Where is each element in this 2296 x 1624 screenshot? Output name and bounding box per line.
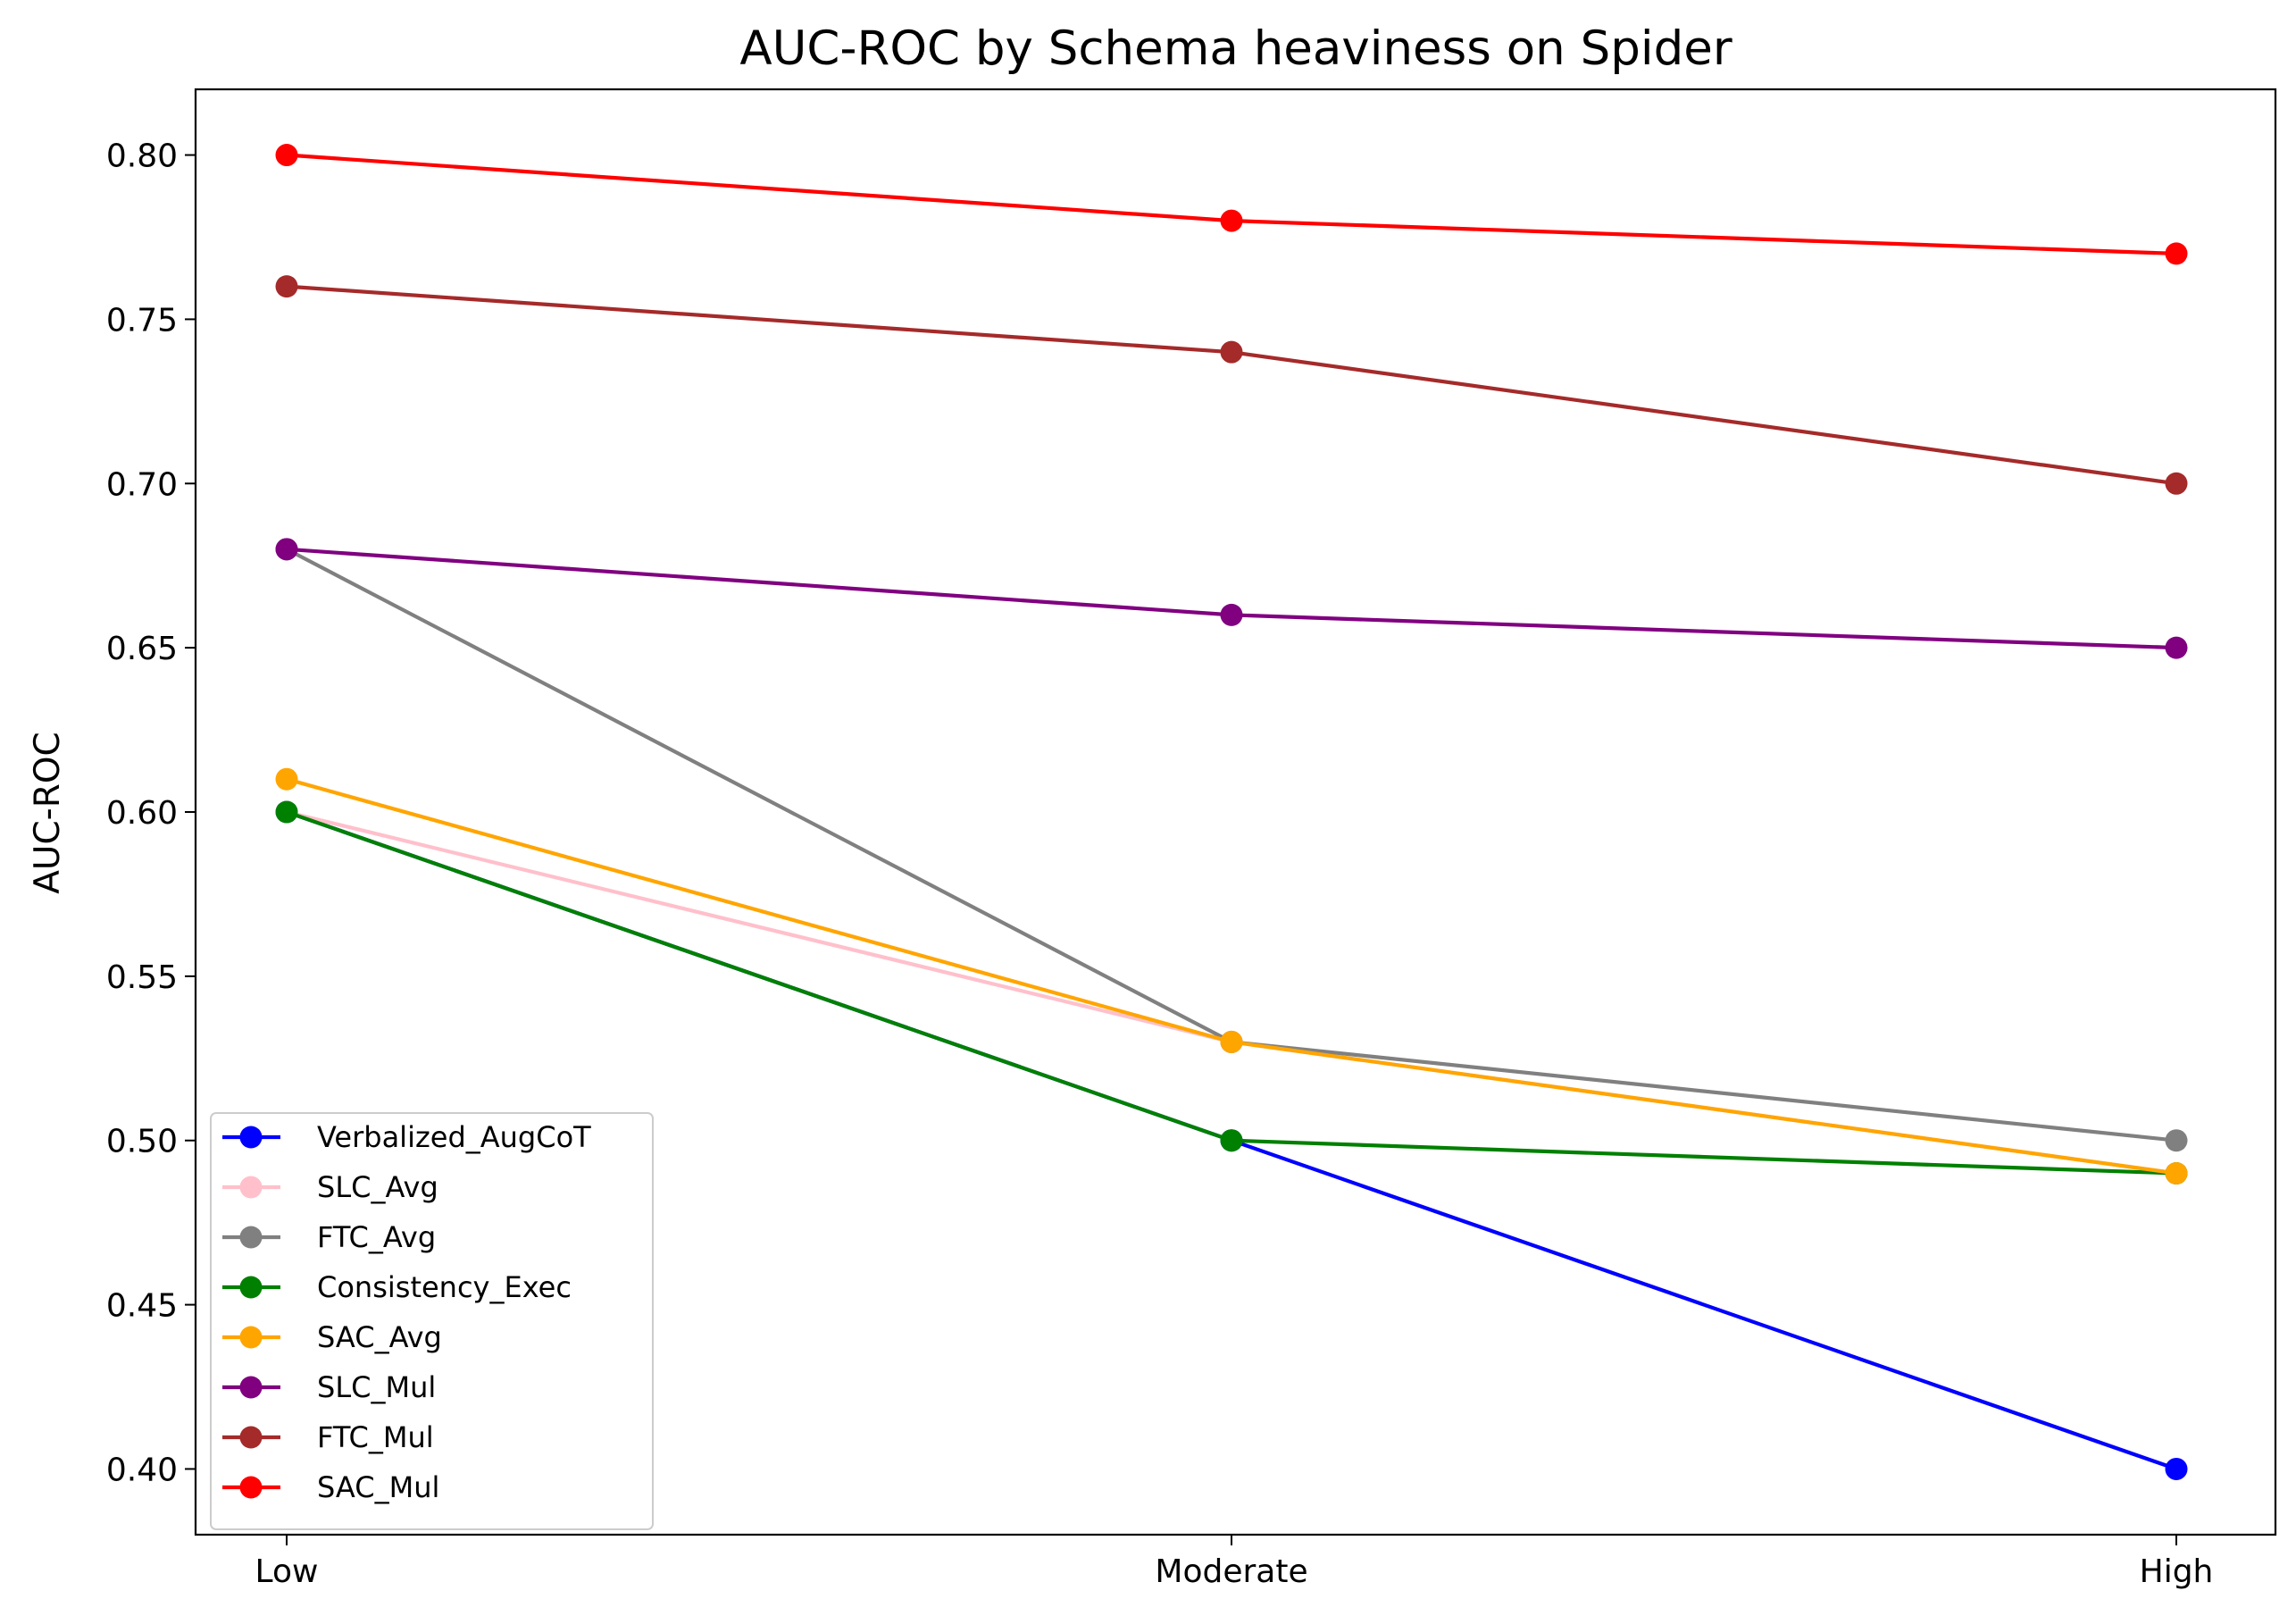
data-point-3-1 <box>1220 1129 1243 1152</box>
legend-marker <box>239 1376 263 1399</box>
legend-label: FTC_Avg <box>317 1220 436 1254</box>
y-tick-label: 0.80 <box>106 138 178 175</box>
data-point-6-0 <box>275 275 298 298</box>
y-tick-label: 0.55 <box>106 959 178 996</box>
x-tick-label: High <box>2140 1553 2214 1590</box>
data-point-4-2 <box>2165 1162 2188 1185</box>
legend-label: SLC_Mul <box>317 1370 436 1404</box>
legend-label: SAC_Mul <box>317 1470 439 1504</box>
y-tick-label: 0.65 <box>106 631 178 667</box>
data-point-2-2 <box>2165 1129 2188 1152</box>
data-point-5-2 <box>2165 636 2188 659</box>
legend-marker <box>239 1426 263 1449</box>
data-point-4-1 <box>1220 1030 1243 1053</box>
x-tick-label: Moderate <box>1155 1553 1307 1590</box>
legend-label: SLC_Avg <box>317 1170 438 1204</box>
legend-label: Verbalized_AugCoT <box>317 1120 591 1154</box>
y-tick-label: 0.70 <box>106 466 178 503</box>
legend-marker <box>239 1176 263 1199</box>
data-point-6-2 <box>2165 472 2188 495</box>
axes-frame <box>194 88 2277 1536</box>
y-tick-label: 0.45 <box>106 1288 178 1325</box>
data-point-7-0 <box>275 144 298 167</box>
y-axis-label: AUC-ROC <box>28 732 68 894</box>
data-point-7-1 <box>1220 209 1243 232</box>
legend-box <box>210 1112 654 1530</box>
data-point-0-2 <box>2165 1457 2188 1480</box>
legend-marker <box>239 1226 263 1249</box>
data-point-7-2 <box>2165 242 2188 265</box>
legend-marker <box>239 1326 263 1349</box>
data-point-5-1 <box>1220 603 1243 626</box>
legend-label: SAC_Avg <box>317 1320 442 1354</box>
legend-marker <box>239 1276 263 1299</box>
data-point-5-0 <box>275 538 298 561</box>
data-point-6-1 <box>1220 340 1243 364</box>
legend-label: FTC_Mul <box>317 1420 434 1454</box>
legend-label: Consistency_Exec <box>317 1270 572 1304</box>
legend-marker <box>239 1476 263 1499</box>
x-tick-label: Low <box>255 1553 319 1590</box>
y-tick-label: 0.75 <box>106 302 178 339</box>
y-tick-label: 0.40 <box>106 1452 178 1488</box>
legend-marker <box>239 1126 263 1149</box>
chart-title: AUC-ROC by Schema heaviness on Spider <box>739 21 1732 76</box>
data-point-4-0 <box>275 767 298 791</box>
y-tick-label: 0.60 <box>106 795 178 832</box>
plot-area: 0.40 0.45 0.50 0.55 0.60 0.65 0.70 0.75 0.80 Low M… <box>106 88 2277 1590</box>
data-point-3-0 <box>275 800 298 824</box>
y-tick-label: 0.50 <box>106 1124 178 1160</box>
